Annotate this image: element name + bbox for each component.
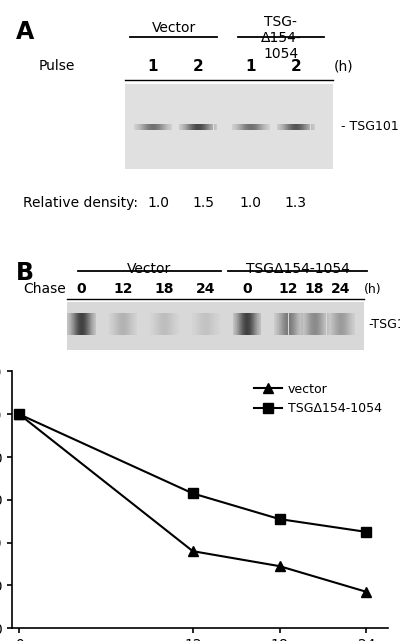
- Text: 1.3: 1.3: [285, 196, 307, 210]
- Text: (h): (h): [364, 283, 381, 296]
- Text: 1.0: 1.0: [148, 196, 170, 210]
- vector: [277, 562, 282, 570]
- Text: Vector: Vector: [152, 21, 196, 35]
- Text: B: B: [16, 261, 34, 285]
- Bar: [125, 84, 334, 169]
- Text: Chase: Chase: [23, 282, 66, 296]
- Text: Pulse: Pulse: [38, 60, 75, 74]
- Text: TSGΔ154-1054: TSGΔ154-1054: [246, 262, 350, 276]
- Text: 0: 0: [77, 282, 86, 296]
- TSGΔ154-1054: [277, 515, 282, 523]
- Text: 2: 2: [193, 59, 204, 74]
- Text: TSG-
Δ154-
1054: TSG- Δ154- 1054: [260, 15, 301, 62]
- Text: 18: 18: [305, 282, 324, 296]
- Line: vector: vector: [14, 410, 371, 597]
- Text: 12: 12: [279, 282, 298, 296]
- Text: (h): (h): [334, 60, 353, 74]
- Text: Relative density:: Relative density:: [23, 196, 138, 210]
- vector: [364, 588, 369, 595]
- vector: [190, 547, 195, 555]
- Text: 1: 1: [246, 59, 256, 74]
- Text: 1: 1: [148, 59, 158, 74]
- Text: Vector: Vector: [127, 262, 171, 276]
- Bar: [66, 302, 364, 349]
- Text: 2: 2: [290, 59, 301, 74]
- Legend: vector, TSGΔ154-1054: vector, TSGΔ154-1054: [254, 383, 382, 415]
- TSGΔ154-1054: [190, 490, 195, 497]
- vector: [17, 410, 22, 418]
- Text: 18: 18: [154, 282, 174, 296]
- TSGΔ154-1054: [17, 410, 22, 418]
- Text: -TSG101: -TSG101: [368, 318, 400, 331]
- Text: 24: 24: [331, 282, 351, 296]
- Text: 1.0: 1.0: [240, 196, 262, 210]
- TSGΔ154-1054: [364, 528, 369, 536]
- Text: 0: 0: [242, 282, 252, 296]
- Line: TSGΔ154-1054: TSGΔ154-1054: [14, 410, 371, 537]
- Text: 12: 12: [113, 282, 133, 296]
- Text: - TSG101: - TSG101: [341, 121, 399, 133]
- Text: 24: 24: [196, 282, 215, 296]
- Text: 1.5: 1.5: [192, 196, 214, 210]
- Text: A: A: [16, 19, 34, 44]
